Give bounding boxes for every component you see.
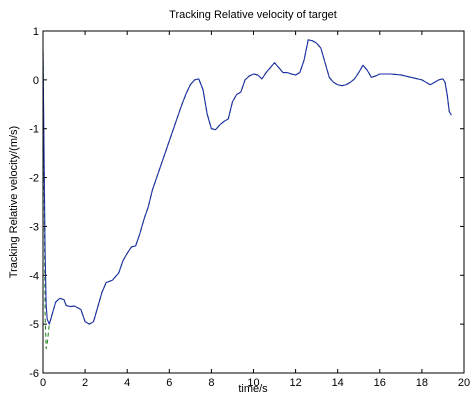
x-tick-label: 12 xyxy=(289,377,301,389)
y-tick-label: -5 xyxy=(29,319,39,331)
y-tick-label: -2 xyxy=(29,173,39,185)
series-line-1 xyxy=(43,39,452,325)
y-tick-label: -6 xyxy=(29,368,39,380)
plot-frame xyxy=(42,30,465,374)
chart-title: Tracking Relative velocity of target xyxy=(169,9,337,21)
y-tick-label: -1 xyxy=(29,124,39,136)
x-tick-label: 4 xyxy=(124,377,130,389)
x-tick-label: 18 xyxy=(416,377,428,389)
series-line-2 xyxy=(43,39,452,350)
x-tick-label: 2 xyxy=(82,377,88,389)
y-tick-label: -4 xyxy=(29,270,39,282)
y-axis-label: Tracking Relative velocity/(m/s) xyxy=(8,126,20,278)
x-tick-label: 8 xyxy=(208,377,214,389)
series-layer xyxy=(43,39,452,350)
x-tick-label: 10 xyxy=(247,377,259,389)
y-tick-label: 0 xyxy=(33,75,39,87)
x-tick-label: 16 xyxy=(374,377,386,389)
x-tick-label: 0 xyxy=(40,377,46,389)
y-tick-label: 1 xyxy=(33,26,39,38)
x-tick-label: 6 xyxy=(166,377,172,389)
ticks-layer: 0 2 4 6 8 10 12 14 16 18 20 -6 -5 -4 -3 -2 -1 0 1 xyxy=(29,26,470,389)
x-tick-label: 20 xyxy=(458,377,470,389)
x-tick-label: 14 xyxy=(332,377,344,389)
x-axis-label: time/s xyxy=(238,383,268,395)
y-tick-label: -3 xyxy=(29,221,39,233)
